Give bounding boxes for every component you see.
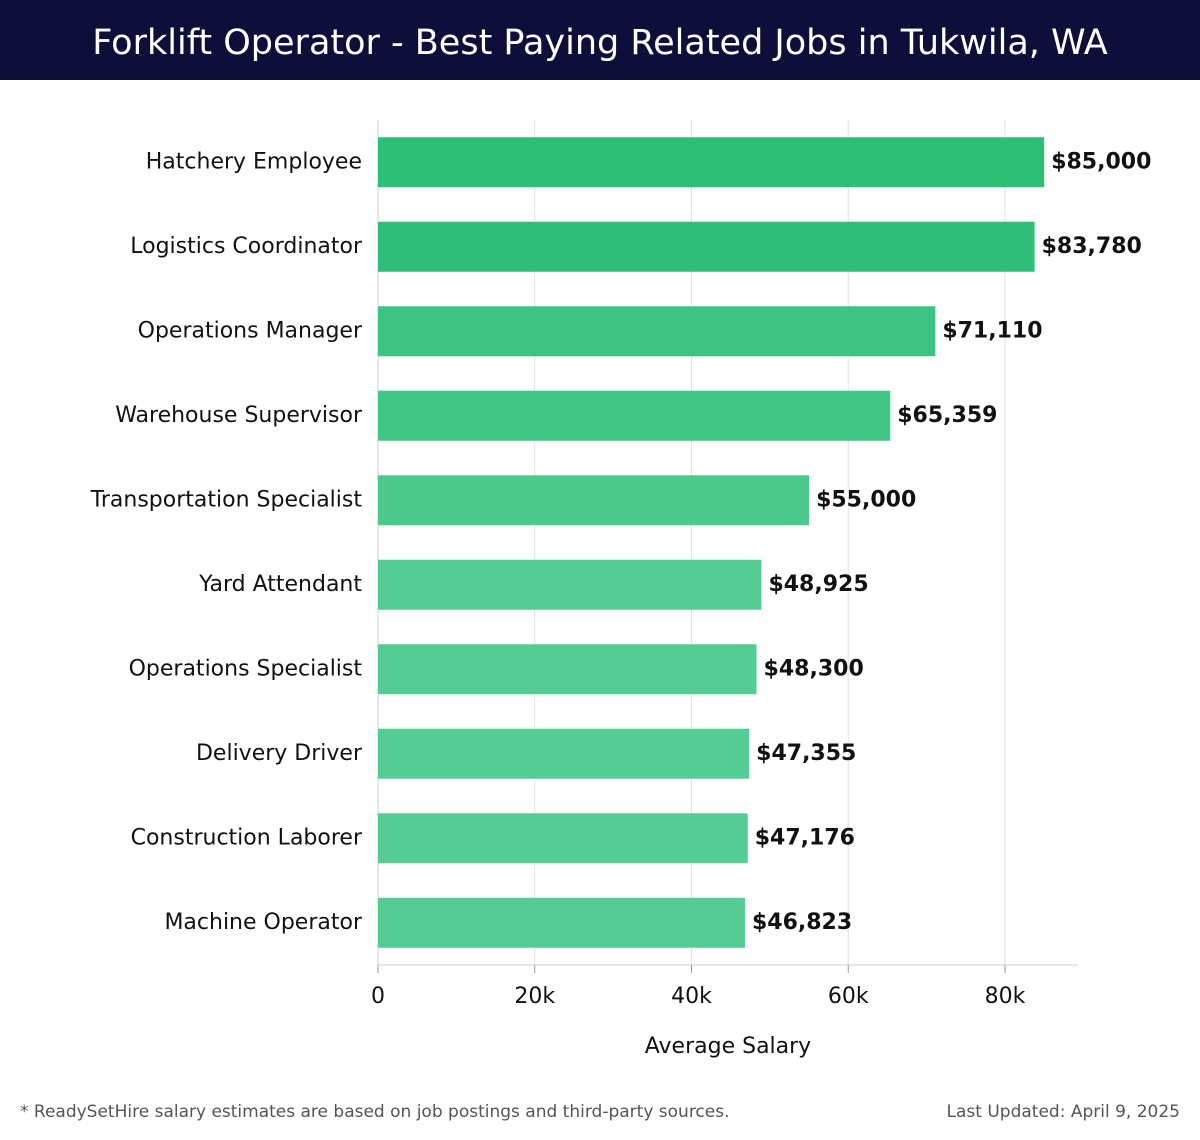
bar	[378, 813, 748, 864]
category-label: Operations Manager	[138, 318, 363, 343]
bar	[378, 137, 1045, 188]
value-label: $48,925	[768, 572, 868, 597]
bar	[378, 475, 810, 526]
header-band	[0, 0, 1200, 80]
x-tick-label: 60k	[828, 984, 869, 1009]
footnote: * ReadySetHire salary estimates are base…	[20, 1102, 730, 1122]
bar	[378, 306, 936, 357]
value-label: $47,176	[755, 825, 855, 850]
value-label: $47,355	[756, 741, 856, 766]
value-label: $83,780	[1042, 234, 1142, 259]
last-updated: Last Updated: April 9, 2025	[947, 1102, 1180, 1122]
category-label: Transportation Specialist	[90, 487, 363, 512]
bar	[378, 644, 757, 695]
category-label: Construction Laborer	[131, 825, 363, 850]
x-tick-label: 80k	[985, 984, 1026, 1009]
x-axis-label: Average Salary	[645, 1034, 811, 1059]
bar	[378, 221, 1035, 272]
value-label: $65,359	[897, 403, 997, 428]
bar	[378, 728, 750, 779]
bar	[378, 897, 745, 948]
category-label: Logistics Coordinator	[130, 234, 363, 259]
value-label: $85,000	[1051, 149, 1151, 174]
value-label: $46,823	[752, 910, 852, 935]
bar	[378, 390, 891, 441]
category-label: Delivery Driver	[196, 741, 363, 766]
bar	[378, 559, 762, 610]
x-tick-label: 0	[371, 984, 385, 1009]
category-label: Operations Specialist	[129, 656, 363, 681]
value-label: $48,300	[764, 656, 864, 681]
x-tick-label: 20k	[514, 984, 555, 1009]
value-label: $55,000	[816, 487, 916, 512]
category-label: Hatchery Employee	[146, 149, 362, 174]
category-label: Machine Operator	[164, 910, 363, 935]
category-label: Warehouse Supervisor	[115, 403, 363, 428]
category-label: Yard Attendant	[198, 572, 362, 597]
value-label: $71,110	[942, 318, 1042, 343]
x-tick-label: 40k	[671, 984, 712, 1009]
chart-title: Forklift Operator - Best Paying Related …	[92, 23, 1107, 63]
